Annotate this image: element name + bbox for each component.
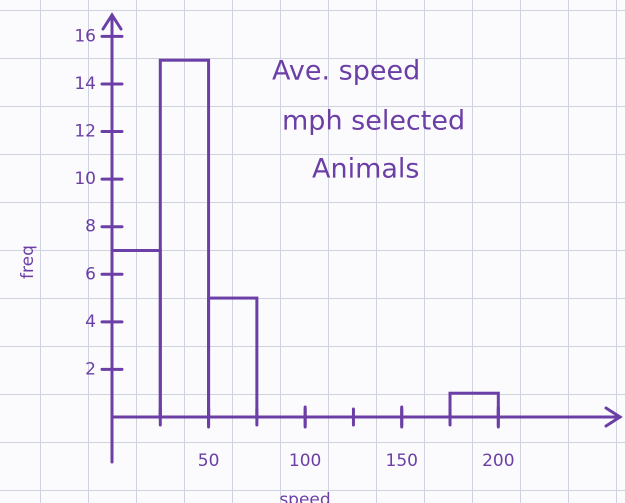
y-tick-label: 2 (85, 359, 96, 379)
y-tick-label: 12 (74, 122, 96, 142)
bar (448, 391, 500, 419)
title-line: mph selected (282, 106, 465, 137)
title: Ave. speed mph selected Animals (272, 56, 465, 185)
x-tick-label: 100 (289, 451, 321, 471)
y-tick-label: 16 (74, 26, 96, 46)
y-axis-arrow (101, 12, 123, 31)
title-line: Ave. speed (272, 56, 420, 87)
bar (158, 58, 211, 419)
y-tick-label: 10 (74, 169, 96, 189)
x-tick-label: 150 (386, 451, 418, 471)
y-tick-label: 8 (85, 217, 96, 237)
y-tick-label: 6 (85, 264, 96, 284)
x-tick-label: 50 (198, 451, 220, 471)
y-tick-label: 4 (85, 312, 96, 332)
title-line: Animals (312, 154, 420, 185)
x-axis-label: speed (279, 490, 330, 503)
y-tick-label: 14 (74, 74, 96, 94)
y-axis-label: freq (18, 245, 38, 279)
bar (207, 296, 259, 419)
x-axis-arrow (604, 406, 623, 428)
x-tick-label: 200 (482, 451, 514, 471)
